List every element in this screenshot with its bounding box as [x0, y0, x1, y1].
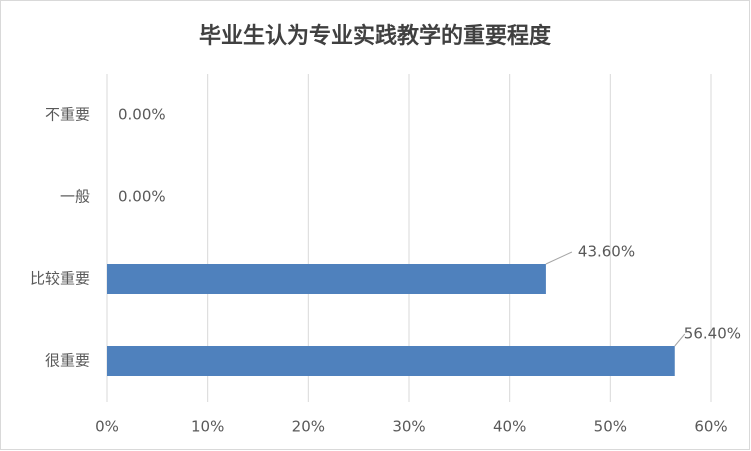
y-tick-label: 不重要 [45, 106, 90, 124]
x-tick-label: 50% [594, 418, 627, 436]
x-tick-label: 40% [493, 418, 526, 436]
bar [107, 264, 546, 294]
x-tick-label: 20% [292, 418, 325, 436]
leader-line [674, 333, 686, 347]
chart-title: 毕业生认为专业实践教学的重要程度 [199, 23, 552, 49]
x-tick-label: 60% [694, 418, 727, 436]
y-tick-label: 一般 [60, 188, 90, 206]
data-label: 0.00% [118, 106, 166, 124]
x-tick-label: 0% [95, 418, 119, 436]
y-tick-label: 比较重要 [30, 270, 90, 288]
data-label: 43.60% [578, 243, 635, 261]
x-tick-label: 30% [392, 418, 425, 436]
y-tick-label: 很重要 [45, 352, 90, 370]
bar [107, 346, 675, 376]
x-tick-label: 10% [191, 418, 224, 436]
data-label: 56.40% [684, 325, 741, 343]
leader-line [545, 251, 573, 265]
data-label: 0.00% [118, 188, 166, 206]
